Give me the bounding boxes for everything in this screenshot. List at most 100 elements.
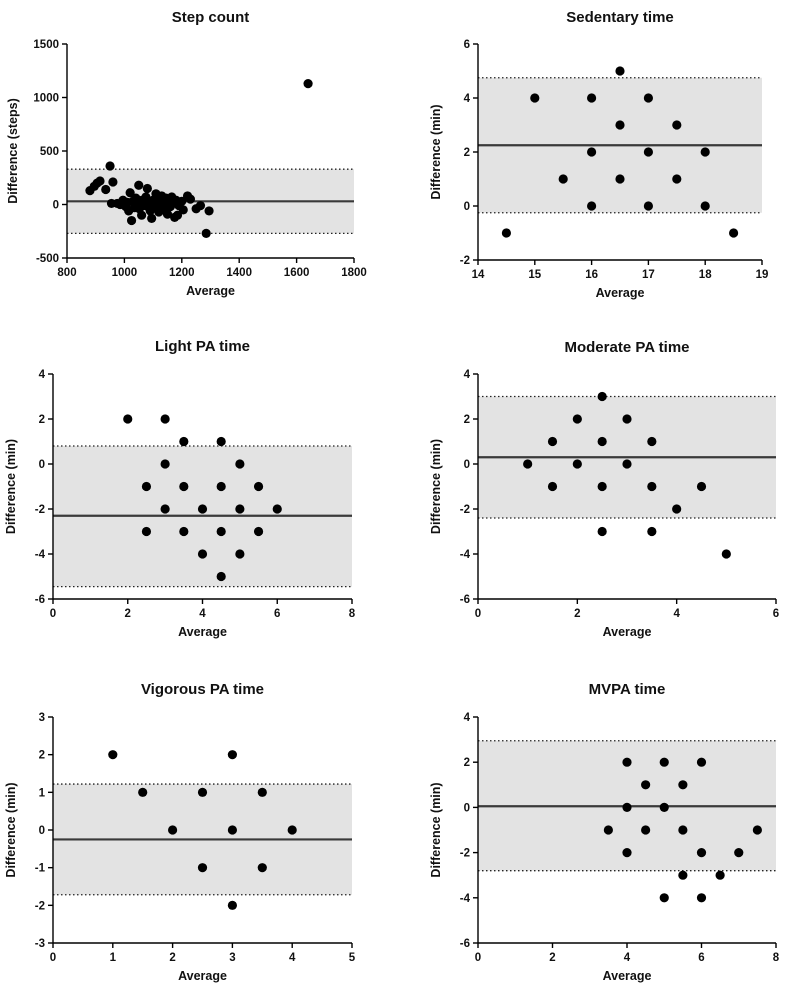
data-point (643, 93, 654, 103)
data-point (643, 147, 654, 157)
data-point (672, 504, 682, 514)
x-tick-label: 1400 (226, 267, 252, 279)
y-tick-label: 6 (464, 39, 470, 51)
data-point (641, 780, 651, 790)
data-point (547, 481, 558, 492)
data-point (204, 206, 214, 216)
data-point (147, 213, 157, 224)
data-point (622, 757, 632, 767)
data-point (597, 526, 607, 537)
data-point (696, 757, 707, 767)
chart-panel-mvpa: 0 2 4 6 8 -6 -4 -2 0 2 4 MVPA time Average Difference… (429, 681, 780, 983)
chart-panel-step: 800 1000 1200 1400 1600 1800 -500 0 500 1000 1500 S… (6, 9, 367, 298)
x-tick-label: 3 (229, 952, 235, 964)
y-tick-label: -6 (460, 594, 470, 606)
data-point (303, 78, 313, 89)
chart-title: Sedentary time (566, 9, 674, 26)
chart-panel-sedentary: 14 15 16 17 18 19 -2 0 2 4 6 Sedentary time Average D… (429, 9, 768, 300)
data-point (162, 209, 173, 219)
x-tick-label: 4 (673, 608, 680, 620)
data-point (95, 176, 105, 186)
y-tick-label: 4 (39, 369, 46, 381)
data-point (216, 571, 226, 582)
data-point (138, 787, 148, 797)
data-point (227, 825, 237, 835)
data-point (587, 93, 597, 103)
data-point (622, 414, 632, 424)
data-point (141, 481, 152, 492)
data-point (287, 825, 297, 835)
chart-panel-moderate: 0 2 4 6 -6 -4 -2 0 2 4 Moderate PA time Average Diff… (429, 339, 779, 639)
y-tick-label: -6 (35, 594, 45, 606)
data-point (272, 504, 282, 514)
y-tick-label: -500 (36, 253, 59, 265)
data-point (253, 481, 264, 492)
y-tick-label: 1 (39, 787, 46, 799)
x-tick-label: 4 (624, 952, 631, 964)
data-point (160, 459, 170, 469)
data-point (179, 526, 189, 537)
data-point (615, 174, 625, 184)
y-axis-label: Difference (min) (429, 782, 443, 877)
data-point (168, 825, 178, 835)
y-axis-label: Difference (min) (4, 782, 18, 877)
x-tick-label: 14 (472, 269, 485, 281)
data-point (752, 825, 762, 835)
y-tick-label: -2 (35, 900, 45, 912)
chart-title: Vigorous PA time (141, 681, 264, 698)
x-axis-label: Average (596, 286, 645, 300)
data-point (197, 504, 208, 514)
data-point (235, 549, 245, 559)
y-tick-label: -2 (460, 255, 470, 267)
y-tick-label: 2 (39, 750, 45, 762)
y-axis-label: Difference (steps) (6, 98, 20, 204)
data-point (141, 526, 152, 537)
x-tick-label: 2 (169, 952, 175, 964)
x-tick-label: 4 (289, 952, 296, 964)
data-point (721, 549, 731, 559)
data-point (160, 414, 170, 424)
data-point (160, 504, 170, 514)
x-tick-label: 8 (349, 608, 356, 620)
y-tick-label: 0 (39, 825, 45, 837)
x-tick-label: 0 (475, 952, 481, 964)
chart-title: Light PA time (155, 338, 250, 355)
x-tick-label: 1200 (169, 267, 195, 279)
y-tick-label: -4 (460, 549, 471, 561)
chart-panel-light: 0 2 4 6 8 -6 -4 -2 0 2 4 Light PA time Average Differ… (4, 338, 356, 639)
chart-title: Step count (172, 9, 250, 26)
data-point (216, 526, 226, 537)
data-point (587, 201, 597, 211)
data-point (216, 436, 226, 447)
data-point (615, 120, 625, 130)
x-tick-label: 2 (125, 608, 131, 620)
data-point (137, 210, 147, 220)
data-point (257, 863, 267, 873)
data-point (253, 526, 264, 537)
x-tick-label: 6 (274, 608, 280, 620)
data-point (696, 481, 707, 492)
data-point (603, 825, 613, 835)
data-point (622, 848, 632, 858)
data-point (729, 228, 739, 238)
data-point (108, 750, 118, 760)
data-point (235, 459, 245, 469)
chart-title: MVPA time (589, 681, 666, 698)
data-point (659, 802, 669, 813)
data-point (700, 147, 710, 157)
data-point (615, 66, 625, 76)
y-tick-label: 500 (40, 146, 59, 158)
data-point (227, 900, 237, 910)
x-tick-label: 6 (698, 952, 704, 964)
y-tick-label: 0 (464, 459, 470, 471)
data-point (696, 848, 707, 858)
data-point (501, 228, 511, 238)
x-tick-label: 17 (642, 269, 655, 281)
x-tick-label: 2 (574, 608, 580, 620)
data-point (678, 780, 688, 790)
y-tick-label: 2 (464, 414, 470, 426)
data-point (142, 183, 152, 194)
x-axis-label: Average (178, 625, 227, 639)
data-point (659, 757, 669, 767)
